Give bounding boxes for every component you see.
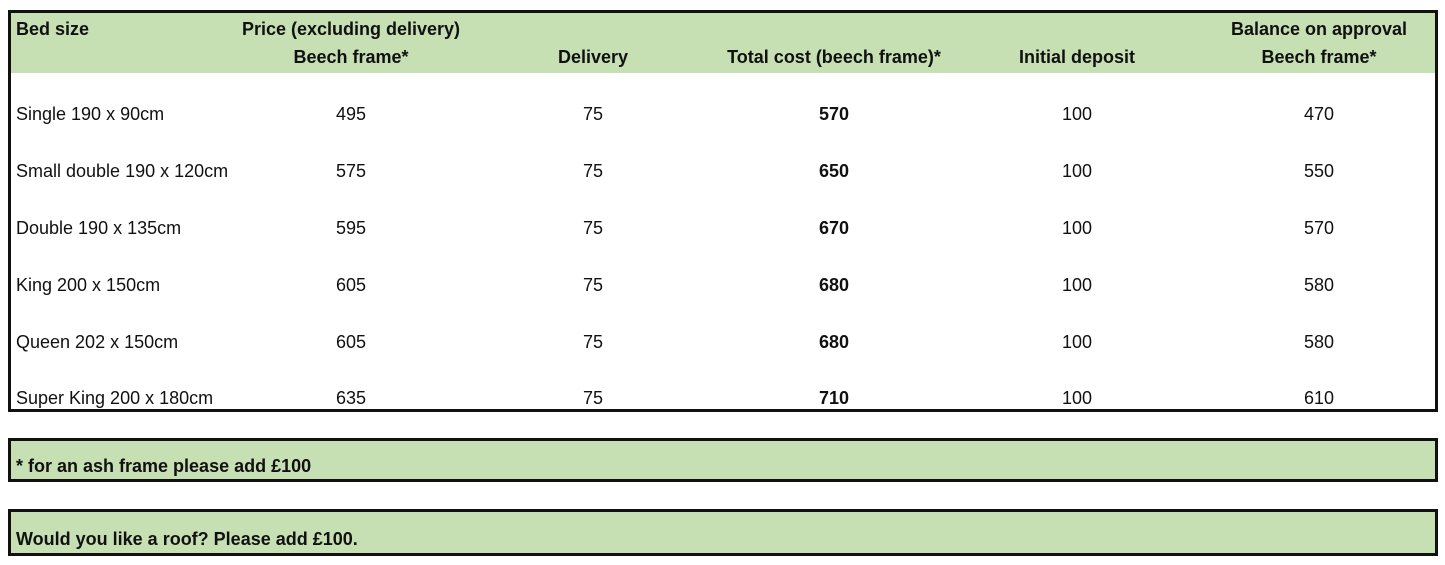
price-cell: 595	[335, 218, 367, 238]
deposit-cell: 100	[1061, 332, 1093, 352]
total-cost-cell: 680	[818, 332, 850, 352]
price-cell: 605	[335, 275, 367, 295]
table-row: King 200 x 150cm 605 75 680 100 580	[11, 271, 1435, 299]
delivery-cell: 75	[582, 104, 604, 124]
bed-size-cell: Single 190 x 90cm	[16, 104, 165, 124]
table-row: Small double 190 x 120cm 575 75 650 100 …	[11, 157, 1435, 185]
table-row: Single 190 x 90cm 495 75 570 100 470	[11, 100, 1435, 128]
roof-note: Would you like a roof? Please add £100.	[8, 509, 1438, 556]
table-row: Super King 200 x 180cm 635 75 710 100 61…	[11, 384, 1435, 412]
deposit-cell: 100	[1061, 218, 1093, 238]
table-row: Queen 202 x 150cm 605 75 680 100 580	[11, 328, 1435, 356]
price-cell: 495	[335, 104, 367, 124]
bed-size-cell: Super King 200 x 180cm	[16, 388, 214, 408]
bed-size-cell: King 200 x 150cm	[16, 275, 161, 295]
deposit-cell: 100	[1061, 161, 1093, 181]
header-delivery: Delivery	[557, 47, 629, 67]
total-cost-cell: 680	[818, 275, 850, 295]
ash-frame-note: * for an ash frame please add £100	[8, 438, 1438, 482]
header-initial-deposit: Initial deposit	[1018, 47, 1136, 67]
balance-cell: 470	[1303, 104, 1335, 124]
table-header: Bed size Price (excluding delivery) Beec…	[11, 13, 1435, 73]
header-balance-line1: Balance on approval	[1230, 19, 1408, 39]
delivery-cell: 75	[582, 161, 604, 181]
total-cost-cell: 670	[818, 218, 850, 238]
price-cell: 605	[335, 332, 367, 352]
header-price-line1: Price (excluding delivery)	[241, 19, 461, 39]
header-bed-size: Bed size	[16, 19, 90, 39]
balance-cell: 610	[1303, 388, 1335, 408]
deposit-cell: 100	[1061, 275, 1093, 295]
balance-cell: 570	[1303, 218, 1335, 238]
balance-cell: 550	[1303, 161, 1335, 181]
total-cost-cell: 710	[818, 388, 850, 408]
header-balance-line2: Beech frame*	[1261, 47, 1377, 67]
header-price-line2: Beech frame*	[293, 47, 409, 67]
deposit-cell: 100	[1061, 104, 1093, 124]
bed-size-cell: Double 190 x 135cm	[16, 218, 182, 238]
delivery-cell: 75	[582, 218, 604, 238]
bed-price-table: Bed size Price (excluding delivery) Beec…	[8, 10, 1438, 412]
price-cell: 635	[335, 388, 367, 408]
bed-size-cell: Small double 190 x 120cm	[16, 161, 229, 181]
bed-size-cell: Queen 202 x 150cm	[16, 332, 179, 352]
balance-cell: 580	[1303, 275, 1335, 295]
delivery-cell: 75	[582, 332, 604, 352]
delivery-cell: 75	[582, 388, 604, 408]
total-cost-cell: 650	[818, 161, 850, 181]
deposit-cell: 100	[1061, 388, 1093, 408]
table-row: Double 190 x 135cm 595 75 670 100 570	[11, 214, 1435, 242]
balance-cell: 580	[1303, 332, 1335, 352]
total-cost-cell: 570	[818, 104, 850, 124]
header-total-cost: Total cost (beech frame)*	[727, 47, 941, 67]
price-cell: 575	[335, 161, 367, 181]
delivery-cell: 75	[582, 275, 604, 295]
